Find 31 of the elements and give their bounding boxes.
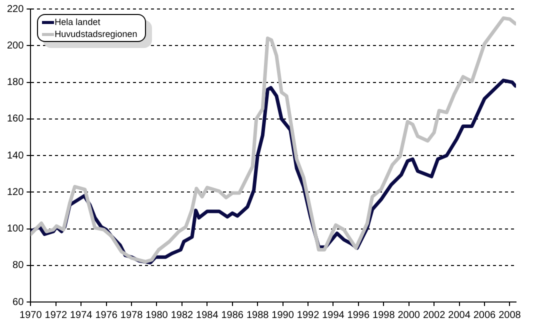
x-tick-label: 1998 [372, 310, 396, 321]
x-tick-label: 2004 [448, 310, 471, 321]
x-tick-label: 1990 [272, 310, 294, 321]
y-tick-label: 180 [6, 77, 24, 88]
legend-label: Huvudstadsregionen [54, 28, 138, 40]
y-tick-label: 60 [12, 296, 24, 308]
x-tick-label: 1980 [146, 310, 168, 321]
x-tick-label: 2006 [473, 310, 496, 321]
x-tick-label: 1984 [196, 310, 219, 321]
x-tick-label: 1982 [170, 310, 194, 321]
y-tick-label: 140 [6, 150, 24, 162]
x-tick-label: 1970 [20, 310, 42, 321]
x-tick-label: 1976 [95, 310, 118, 321]
x-tick-label: 1972 [44, 310, 68, 321]
x-tick-label: 1986 [221, 310, 244, 321]
x-tick-label: 1978 [120, 310, 144, 321]
y-tick-label: 100 [6, 224, 24, 234]
x-tick-label: 1974 [70, 310, 93, 321]
x-tick-label: 2008 [498, 310, 522, 321]
x-tick-label: 1994 [322, 310, 345, 321]
y-tick-label: 120 [6, 186, 24, 198]
y-tick-label: 200 [6, 40, 24, 52]
x-tick-label: 2002 [422, 310, 446, 321]
y-tick-label: 80 [12, 260, 24, 272]
y-tick-label: 160 [6, 114, 24, 125]
x-tick-label: 1996 [347, 310, 370, 321]
x-tick-label: 2000 [398, 310, 420, 321]
legend-label: Hela landet [54, 16, 100, 28]
x-tick-label: 1992 [296, 310, 320, 321]
x-tick-label: 1988 [246, 310, 270, 321]
y-tick-label: 220 [6, 4, 24, 15]
